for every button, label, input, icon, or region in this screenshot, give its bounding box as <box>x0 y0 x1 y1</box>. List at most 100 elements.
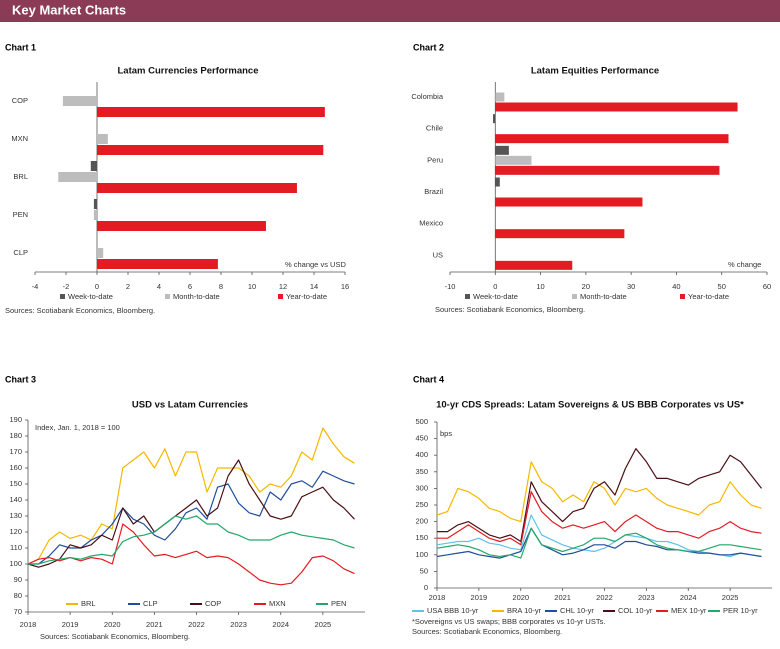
x-tick-label: 14 <box>310 282 318 291</box>
chart-label: Chart 1 <box>5 42 36 52</box>
source: Sources: Scotiabank Economics, Bloomberg… <box>412 627 562 636</box>
y-tick-label: 250 <box>415 500 428 509</box>
y-tick-label: 190 <box>9 415 22 424</box>
category-label: MXN <box>11 134 28 143</box>
x-tick-label: 30 <box>627 282 635 291</box>
y-tick-label: 400 <box>415 450 428 459</box>
line <box>27 459 355 568</box>
bar <box>495 229 625 239</box>
x-tick-label: 20 <box>582 282 590 291</box>
header-bar <box>0 0 780 22</box>
bar <box>58 172 97 182</box>
bar <box>62 96 97 106</box>
y-tick-label: 200 <box>415 517 428 526</box>
legend-swatch <box>572 294 577 299</box>
bar <box>493 114 496 124</box>
y-tick-label: 160 <box>9 463 22 472</box>
category-label: COP <box>12 96 28 105</box>
bar <box>97 145 324 155</box>
bar <box>495 134 729 144</box>
legend-label: COP <box>205 599 221 608</box>
bar <box>495 102 738 112</box>
chart-title: 10-yr CDS Spreads: Latam Sovereigns & US… <box>436 400 744 411</box>
bar <box>97 259 218 269</box>
category-label: Peru <box>427 155 443 164</box>
bar <box>93 210 97 220</box>
x-tick-label: 2022 <box>596 593 613 602</box>
legend-label: Year-to-date <box>688 292 729 301</box>
line <box>28 515 355 565</box>
category-label: US <box>433 250 443 259</box>
y-tick-label: 300 <box>415 483 428 492</box>
category-label: Brazil <box>424 187 443 196</box>
x-tick-label: 2025 <box>722 593 739 602</box>
x-tick-label: 4 <box>157 282 161 291</box>
chart-label: Chart 4 <box>413 374 444 384</box>
legend-label: Year-to-date <box>286 292 327 301</box>
y-tick-label: 120 <box>9 527 22 536</box>
x-tick-label: 2021 <box>146 620 163 629</box>
legend-swatch <box>680 294 685 299</box>
x-tick-label: 16 <box>341 282 349 291</box>
x-tick-label: 2023 <box>230 620 247 629</box>
footnote: *Sovereigns vs US swaps; BBB corporates … <box>412 617 605 626</box>
y-axis-label: bps <box>440 429 452 438</box>
x-tick-label: 0 <box>95 282 99 291</box>
bar <box>97 134 108 144</box>
x-tick-label: 2018 <box>20 620 37 629</box>
x-tick-label: 2021 <box>554 593 571 602</box>
category-label: Mexico <box>419 219 443 228</box>
legend-label: PER 10-yr <box>723 606 758 615</box>
legend-label: Week-to-date <box>68 292 113 301</box>
y-tick-label: 50 <box>420 566 428 575</box>
line <box>27 427 355 565</box>
x-tick-label: 2022 <box>188 620 205 629</box>
chart-title: Latam Equities Performance <box>531 66 659 77</box>
x-tick-label: 12 <box>279 282 287 291</box>
legend-swatch <box>60 294 65 299</box>
bar <box>97 248 104 258</box>
legend-label: CHL 10-yr <box>560 606 594 615</box>
bar <box>495 92 505 102</box>
x-tick-label: 0 <box>493 282 497 291</box>
y-tick-label: 80 <box>14 591 22 600</box>
x-tick-label: 2024 <box>272 620 289 629</box>
x-tick-label: 2020 <box>104 620 121 629</box>
legend-swatch <box>165 294 170 299</box>
x-tick-label: 60 <box>763 282 771 291</box>
x-tick-label: 10 <box>536 282 544 291</box>
category-label: CLP <box>13 248 28 257</box>
y-tick-label: 90 <box>14 575 22 584</box>
bar <box>97 107 325 117</box>
legend-label: BRL <box>81 599 96 608</box>
bar <box>495 177 500 187</box>
bar <box>97 221 266 231</box>
legend-label: PEN <box>331 599 346 608</box>
chart-label: Chart 2 <box>413 42 444 52</box>
line <box>436 527 762 559</box>
x-tick-label: 6 <box>188 282 192 291</box>
y-tick-label: 140 <box>9 495 22 504</box>
legend-label: MXN <box>269 599 286 608</box>
line <box>28 470 355 565</box>
legend-swatch <box>465 294 470 299</box>
legend-label: Month-to-date <box>173 292 220 301</box>
y-tick-label: 70 <box>14 607 22 616</box>
x-tick-label: 2020 <box>512 593 529 602</box>
y-tick-label: 150 <box>9 479 22 488</box>
y-tick-label: 100 <box>9 559 22 568</box>
annotation: Index, Jan. 1, 2018 = 100 <box>35 423 120 432</box>
legend-swatch <box>278 294 283 299</box>
line <box>27 523 355 586</box>
legend-label: CLP <box>143 599 158 608</box>
x-tick-label: 2023 <box>638 593 655 602</box>
x-tick-label: 2024 <box>680 593 697 602</box>
legend-label: MEX 10-yr <box>671 606 707 615</box>
legend-label: Month-to-date <box>580 292 627 301</box>
line <box>436 461 762 523</box>
x-tick-label: 8 <box>219 282 223 291</box>
line <box>437 491 762 546</box>
x-tick-label: 2018 <box>429 593 446 602</box>
y-tick-label: 150 <box>415 533 428 542</box>
x-tick-label: -2 <box>63 282 70 291</box>
